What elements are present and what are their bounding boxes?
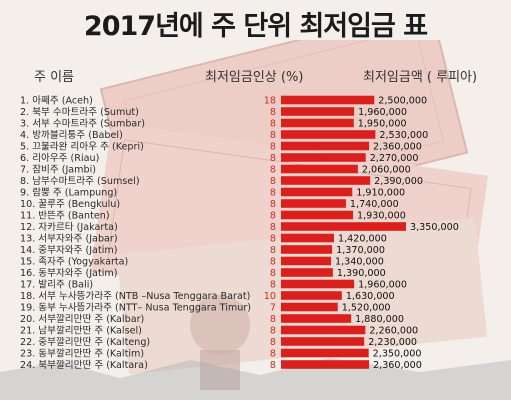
category-label: 24. 북부깔리만딴 주 (Kaltara) xyxy=(20,359,148,371)
category-label: 20. 서부깔리만딴 주 (Kalbar) xyxy=(20,313,144,325)
wage-bar xyxy=(281,279,355,289)
increase-percent-label: 8 xyxy=(270,210,276,221)
category-label: 15. 족자주 (Yogyakarta) xyxy=(20,256,128,267)
increase-percent-label: 8 xyxy=(270,268,276,279)
category-label: 21. 남부깔리만딴 주 (Kalsel) xyxy=(20,324,142,336)
wage-bar xyxy=(281,107,355,116)
wage-value-label: 1,960,000 xyxy=(358,107,407,118)
wage-value-label: 2,360,000 xyxy=(373,360,422,371)
category-label: 17. 발리주 (Bali) xyxy=(20,279,93,290)
increase-percent-label: 8 xyxy=(270,176,276,187)
category-label: 14. 중부자와주 (Jatim) xyxy=(20,244,117,256)
increase-percent-label: 8 xyxy=(270,279,276,290)
category-label: 2. 북부 수마트라주 (Sumut) xyxy=(20,107,139,118)
increase-percent-label: 8 xyxy=(270,199,276,210)
increase-percent-label: 7 xyxy=(270,302,276,313)
wage-value-label: 1,910,000 xyxy=(356,187,405,198)
increase-percent-label: 8 xyxy=(270,314,276,325)
wage-value-label: 2,530,000 xyxy=(379,130,428,141)
category-label: 4. 방까블리퉁주 (Babel) xyxy=(20,130,123,141)
increase-percent-label: 8 xyxy=(270,141,276,152)
increase-percent-label: 8 xyxy=(270,233,276,244)
increase-percent-label: 8 xyxy=(270,325,276,336)
wage-value-label: 1,520,000 xyxy=(342,302,391,313)
category-label: 16. 동부자와주 (Jatim) xyxy=(20,267,117,279)
increase-percent-label: 8 xyxy=(270,164,276,175)
category-label: 23. 동부깔리만딴 주 (Kaltim) xyxy=(20,347,144,359)
category-label: 6. 리아우주 (Riau) xyxy=(20,153,99,164)
wage-value-label: 1,370,000 xyxy=(336,245,385,256)
wage-bar xyxy=(281,199,346,208)
increase-percent-label: 8 xyxy=(270,187,276,198)
wage-bar xyxy=(281,233,334,243)
wage-value-label: 2,360,000 xyxy=(373,141,422,152)
wage-bar xyxy=(281,256,331,266)
wage-bar xyxy=(281,176,371,185)
category-label: 9. 람뿡 주 (Lampung) xyxy=(20,186,117,198)
category-label: 12. 자카르타 (Jakarta) xyxy=(20,222,118,233)
category-label: 10. 꿀루주 (Bengkulu) xyxy=(20,199,120,210)
increase-percent-label: 8 xyxy=(270,153,276,164)
category-label: 1. 아쩨주 (Aceh) xyxy=(20,95,93,106)
wage-value-label: 1,930,000 xyxy=(357,210,406,221)
increase-percent-label: 8 xyxy=(270,256,276,267)
wage-bar xyxy=(281,187,353,197)
increase-percent-label: 8 xyxy=(270,107,276,118)
wage-bar xyxy=(281,164,358,174)
wage-bar xyxy=(281,360,370,369)
increase-percent-label: 8 xyxy=(270,130,276,141)
category-label: 8. 남부수마트라주 (Sumsel) xyxy=(20,176,140,187)
province-column-header: 주 이름 xyxy=(34,70,75,85)
wage-bar xyxy=(281,268,333,277)
category-label: 5. 끄불라완 리아우 주 (Kepri) xyxy=(20,141,144,152)
wage-bar xyxy=(281,291,342,300)
wage-bar xyxy=(281,222,406,231)
wage-value-label: 1,880,000 xyxy=(355,314,404,325)
category-label: 11. 반뜬주 (Banten) xyxy=(20,210,110,221)
category-label: 18. 서부 누사뜽가라주 (NTB –Nusa Tenggara Barat) xyxy=(20,291,250,302)
wage-bar xyxy=(281,302,338,312)
increase-percent-label: 8 xyxy=(270,222,276,233)
wage-bar xyxy=(281,314,352,323)
wage-value-label: 1,420,000 xyxy=(338,233,387,244)
wage-value-label: 1,630,000 xyxy=(346,291,395,302)
wage-value-label: 2,350,000 xyxy=(373,348,422,359)
wage-value-label: 1,740,000 xyxy=(350,199,399,210)
wage-value-label: 2,500,000 xyxy=(378,95,427,106)
wage-value-label: 2,270,000 xyxy=(370,153,419,164)
category-label: 13. 서부자와주 (Jabar) xyxy=(20,232,118,244)
wage-value-label: 1,950,000 xyxy=(358,118,407,129)
wage-bar xyxy=(281,245,333,254)
increase-percent-label: 8 xyxy=(270,245,276,256)
category-label: 3. 서부 수마트라주 (Sumbar) xyxy=(20,118,145,129)
category-label: 22. 중부깔리만딴 주 (Kalteng) xyxy=(20,336,150,348)
wage-value-label: 3,350,000 xyxy=(410,222,459,233)
wage-value-label: 2,390,000 xyxy=(374,176,423,187)
increase-percent-label: 10 xyxy=(264,291,276,302)
wage-value-label: 2,230,000 xyxy=(368,337,417,348)
wage-bar xyxy=(281,130,376,139)
wage-value-label: 2,260,000 xyxy=(369,325,418,336)
category-label: 7. 잠비주 (Jambi) xyxy=(20,164,96,175)
wage-bar xyxy=(281,141,370,151)
wage-bar xyxy=(281,210,354,220)
increase-percent-label: 8 xyxy=(270,337,276,348)
wage-bar xyxy=(281,153,366,162)
category-label: 19. 동부 누사뜽가라주 (NTT– Nusa Tenggara Timur) xyxy=(20,302,251,313)
increase-percent-label: 8 xyxy=(270,118,276,129)
wage-value-label: 2,060,000 xyxy=(362,164,411,175)
wage-bar xyxy=(281,325,366,335)
increase-percent-label: 8 xyxy=(270,348,276,359)
wage-bar xyxy=(281,337,365,346)
wage-value-label: 1,340,000 xyxy=(335,256,384,267)
increase-percent-label: 18 xyxy=(264,95,276,106)
increase-percent-label: 8 xyxy=(270,360,276,371)
wage-value-label: 1,390,000 xyxy=(337,268,386,279)
wage-bar xyxy=(281,348,369,358)
wage-bar xyxy=(281,118,354,128)
wage-value-label: 1,960,000 xyxy=(358,279,407,290)
wage-bar xyxy=(281,95,375,105)
